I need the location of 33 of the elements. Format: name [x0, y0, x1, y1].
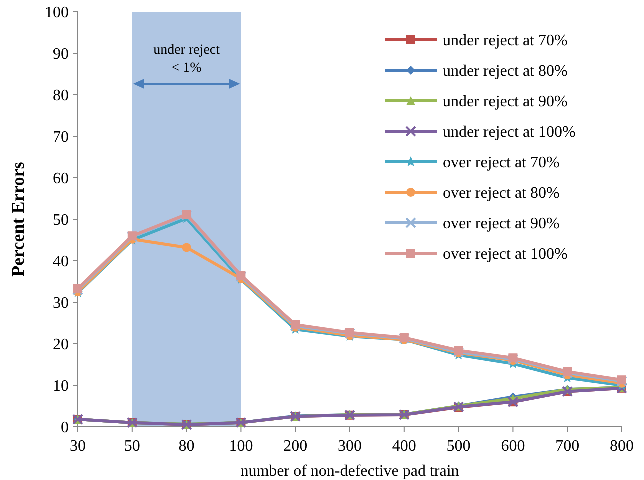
x-axis-title: number of non-defective pad train [240, 463, 460, 480]
legend-label: under reject at 80% [443, 63, 568, 80]
legend-label: under reject at 70% [443, 32, 568, 50]
x-tick-label: 30 [70, 438, 86, 455]
y-axis-title: Percent Errors [8, 162, 28, 277]
y-tick-label: 90 [53, 46, 69, 64]
x-tick-label: 400 [392, 438, 416, 455]
x-tick-label: 100 [229, 438, 254, 455]
y-tick-label: 60 [53, 170, 69, 188]
legend-label: over reject at 80% [443, 185, 560, 202]
x-tick-label: 50 [124, 438, 140, 455]
x-tick-label: 300 [338, 438, 362, 455]
y-tick-label: 0 [61, 420, 69, 437]
y-tick-label: 30 [53, 295, 69, 312]
y-tick-label: 10 [53, 378, 69, 396]
x-tick-label: 700 [556, 438, 580, 455]
legend-label: over reject at 90% [443, 216, 560, 233]
x-tick-label: 80 [178, 438, 195, 455]
x-tick-label: 200 [284, 438, 308, 455]
band-label: under reject < 1% [154, 43, 220, 76]
x-tick-label: 500 [446, 438, 471, 455]
legend-label: under reject at 90% [443, 94, 568, 111]
y-tick-label: 50 [53, 212, 69, 230]
x-tick-label: 800 [610, 438, 634, 455]
legend-label: over reject at 70% [443, 154, 560, 172]
y-tick-label: 80 [53, 88, 69, 105]
y-tick-label: 100 [45, 4, 69, 22]
y-tick-label: 40 [53, 254, 69, 271]
y-tick-label: 20 [53, 336, 69, 354]
x-tick-label: 600 [501, 438, 526, 455]
legend-label: under reject at 100% [443, 124, 576, 142]
y-tick-label: 70 [53, 129, 69, 146]
legend-label: over reject at 100% [443, 246, 568, 264]
